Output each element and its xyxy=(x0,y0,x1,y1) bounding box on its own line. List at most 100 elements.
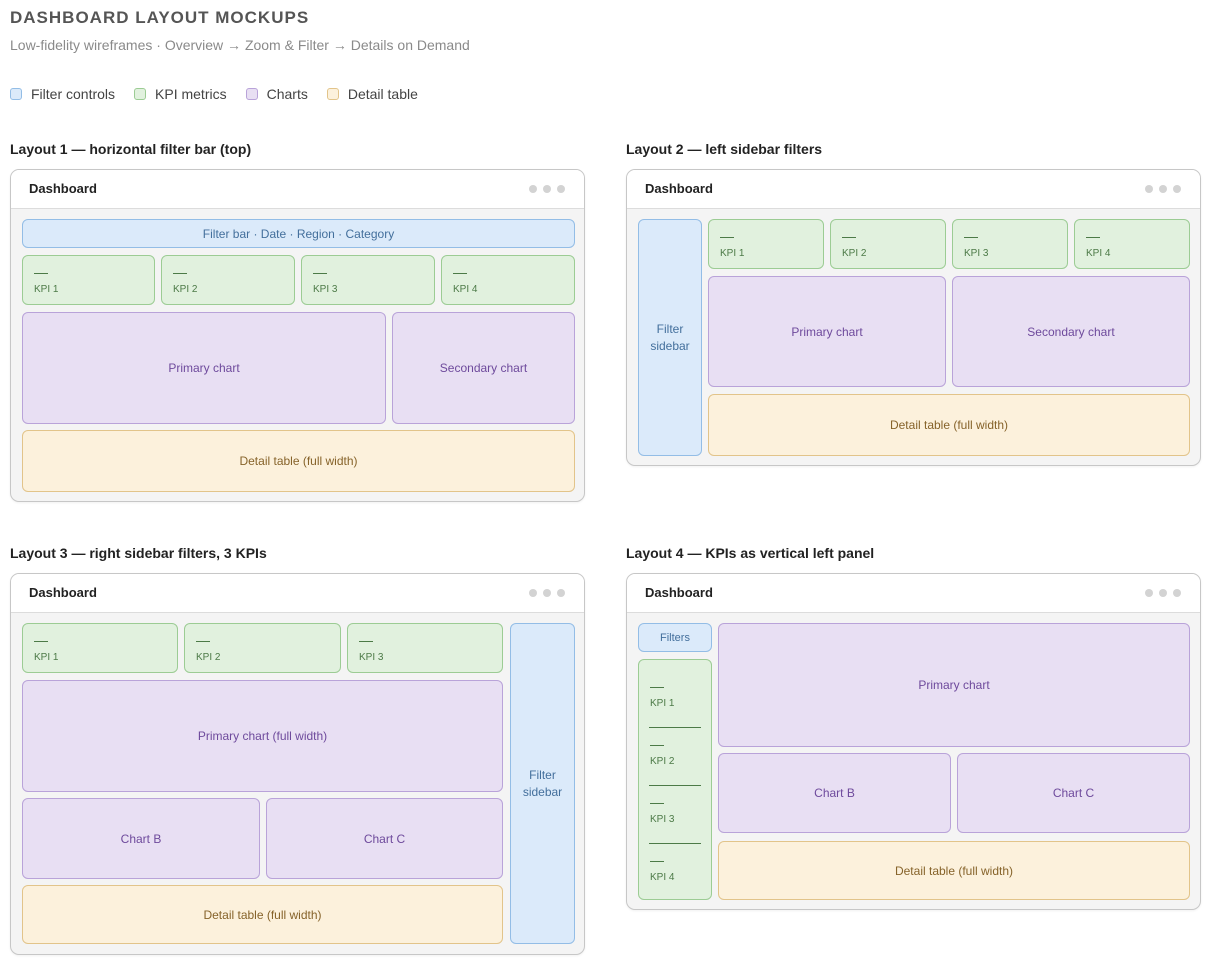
legend: Filter controls KPI metrics Charts Detai… xyxy=(10,86,437,102)
kpi-value-placeholder xyxy=(720,237,734,238)
kpi-card: KPI 3 xyxy=(301,255,435,305)
kpi-row: KPI 2 xyxy=(639,718,711,776)
kpi-label: KPI 4 xyxy=(453,284,478,295)
kpi-value-placeholder xyxy=(650,861,664,862)
kpi-label: KPI 4 xyxy=(650,872,675,883)
window-header: Dashboard xyxy=(627,170,1200,209)
window-dot-icon xyxy=(1173,589,1181,597)
kpi-value-placeholder xyxy=(34,641,48,642)
detail-table: Detail table (full width) xyxy=(718,841,1190,900)
page-title: DASHBOARD LAYOUT MOCKUPS xyxy=(10,8,310,27)
window-header: Dashboard xyxy=(11,170,584,209)
kpi-label: KPI 3 xyxy=(359,652,384,663)
window-dot-icon xyxy=(543,589,551,597)
kpi-label: KPI 2 xyxy=(196,652,221,663)
kpi-card: KPI 2 xyxy=(184,623,341,673)
chart-b: Chart B xyxy=(718,753,951,833)
kpi-row: KPI 3 xyxy=(639,776,711,834)
legend-swatch-filter xyxy=(10,88,22,100)
kpi-label: KPI 1 xyxy=(650,698,675,709)
kpi-divider xyxy=(649,727,701,728)
legend-label: Charts xyxy=(266,86,308,102)
kpi-value-placeholder xyxy=(964,237,978,238)
layout-3-window: Dashboard KPI 1 KPI 2 KPI 3 Primary char… xyxy=(10,573,585,955)
kpi-value-placeholder xyxy=(196,641,210,642)
kpi-card: KPI 1 xyxy=(22,255,155,305)
kpi-label: KPI 3 xyxy=(964,248,989,259)
chart-c: Chart C xyxy=(266,798,503,879)
kpi-card: KPI 1 xyxy=(22,623,178,673)
legend-item-detail-table: Detail table xyxy=(326,86,418,102)
kpi-card: KPI 3 xyxy=(952,219,1068,269)
chart-c: Chart C xyxy=(957,753,1190,833)
layout-4-title: Layout 4 — KPIs as vertical left panel xyxy=(626,545,875,561)
window-dot-icon xyxy=(1159,185,1167,193)
window-title: Dashboard xyxy=(645,181,713,196)
layout-1-window: Dashboard Filter bar · Date · Region · C… xyxy=(10,169,585,502)
layout-1-title: Layout 1 — horizontal filter bar (top) xyxy=(10,141,252,157)
kpi-value-placeholder xyxy=(842,237,856,238)
primary-chart: Primary chart xyxy=(22,312,386,424)
window-dot-icon xyxy=(529,589,537,597)
window-controls xyxy=(1139,185,1181,193)
primary-chart: Primary chart xyxy=(708,276,946,387)
legend-item-kpi-metrics: KPI metrics xyxy=(134,86,227,102)
detail-table: Detail table (full width) xyxy=(22,885,503,944)
legend-label: Filter controls xyxy=(31,86,116,102)
filters-box: Filters xyxy=(638,623,712,652)
kpi-label: KPI 1 xyxy=(34,284,59,295)
kpi-divider xyxy=(649,843,701,844)
layout-3-title: Layout 3 — right sidebar filters, 3 KPIs xyxy=(10,545,267,561)
legend-item-charts: Charts xyxy=(245,86,308,102)
legend-swatch-detail xyxy=(326,88,339,100)
filter-sidebar: Filter sidebar xyxy=(638,219,702,456)
legend-label: KPI metrics xyxy=(155,86,227,102)
window-dot-icon xyxy=(1145,589,1153,597)
window-controls xyxy=(1139,589,1181,597)
layout-2-window: Dashboard Filter sidebar KPI 1 KPI 2 KPI… xyxy=(626,169,1201,466)
kpi-value-placeholder xyxy=(34,273,48,274)
kpi-value-placeholder xyxy=(650,745,664,746)
kpi-divider xyxy=(649,785,701,786)
primary-chart: Primary chart (full width) xyxy=(22,680,503,792)
legend-swatch-chart xyxy=(245,88,258,100)
primary-chart: Primary chart xyxy=(718,623,1190,747)
legend-item-filter-controls: Filter controls xyxy=(10,86,115,102)
kpi-value-placeholder xyxy=(1086,237,1100,238)
kpi-card: KPI 4 xyxy=(1074,219,1190,269)
secondary-chart: Secondary chart xyxy=(392,312,575,424)
window-dot-icon xyxy=(557,185,565,193)
kpi-card: KPI 1 xyxy=(708,219,824,269)
kpi-label: KPI 2 xyxy=(842,248,867,259)
page-subtitle: Low-fidelity wireframes · Overview → Zoo… xyxy=(10,37,470,53)
kpi-value-placeholder xyxy=(359,641,373,642)
window-controls xyxy=(523,185,565,193)
window-title: Dashboard xyxy=(29,585,97,600)
kpi-card: KPI 2 xyxy=(830,219,946,269)
kpi-label: KPI 4 xyxy=(1086,248,1111,259)
window-dot-icon xyxy=(1145,185,1153,193)
kpi-value-placeholder xyxy=(173,273,187,274)
kpi-label: KPI 3 xyxy=(313,284,338,295)
kpi-card: KPI 2 xyxy=(161,255,295,305)
filter-sidebar: Filter sidebar xyxy=(510,623,575,944)
kpi-panel: KPI 1 KPI 2 KPI 3 KPI 4 xyxy=(638,659,712,900)
kpi-card: KPI 4 xyxy=(441,255,575,305)
window-title: Dashboard xyxy=(645,585,713,600)
window-controls xyxy=(523,589,565,597)
legend-swatch-kpi xyxy=(134,88,147,100)
kpi-label: KPI 1 xyxy=(34,652,59,663)
detail-table: Detail table (full width) xyxy=(22,430,575,492)
window-title: Dashboard xyxy=(29,181,97,196)
kpi-value-placeholder xyxy=(453,273,467,274)
kpi-row: KPI 4 xyxy=(639,834,711,892)
kpi-value-placeholder xyxy=(650,803,664,804)
window-dot-icon xyxy=(1159,589,1167,597)
kpi-card: KPI 3 xyxy=(347,623,503,673)
secondary-chart: Secondary chart xyxy=(952,276,1190,387)
window-header: Dashboard xyxy=(11,574,584,613)
window-dot-icon xyxy=(1173,185,1181,193)
filter-bar: Filter bar · Date · Region · Category xyxy=(22,219,575,248)
window-dot-icon xyxy=(557,589,565,597)
kpi-value-placeholder xyxy=(313,273,327,274)
